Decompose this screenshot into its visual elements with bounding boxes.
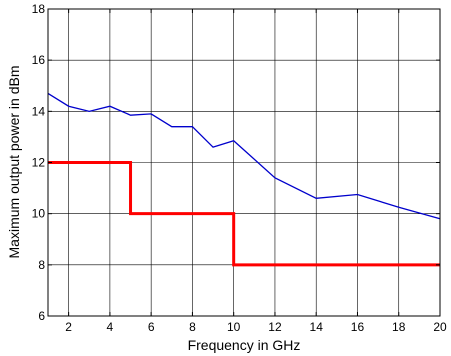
x-tick-label: 2 bbox=[65, 320, 72, 334]
x-tick-label: 10 bbox=[227, 320, 241, 334]
x-tick-label: 16 bbox=[351, 320, 365, 334]
y-tick-label: 6 bbox=[38, 309, 45, 323]
series-layer bbox=[47, 92, 441, 267]
x-tick-label: 8 bbox=[189, 320, 196, 334]
y-tick-label: 10 bbox=[32, 207, 46, 221]
y-tick-label: 12 bbox=[32, 156, 46, 170]
y-tick-label: 8 bbox=[38, 258, 45, 272]
y-axis-label: Maximum output power in dBm bbox=[6, 66, 22, 259]
x-tick-label: 6 bbox=[148, 320, 155, 334]
y-tick-label: 14 bbox=[32, 104, 46, 118]
x-axis-label: Frequency in GHz bbox=[188, 337, 301, 353]
x-tick-label: 18 bbox=[392, 320, 406, 334]
step-series-line bbox=[48, 161, 440, 267]
x-tick-label: 14 bbox=[310, 320, 324, 334]
power-series-line bbox=[47, 92, 441, 220]
y-tick-label: 16 bbox=[32, 53, 46, 67]
x-tick-label: 20 bbox=[433, 320, 447, 334]
y-tick-label: 18 bbox=[32, 2, 46, 16]
axis-ticks: 2 4 6 8 10 12 14 16 18 20 6 8 10 12 14 16 18 bbox=[32, 2, 447, 334]
x-tick-label: 12 bbox=[268, 320, 282, 334]
x-tick-label: 4 bbox=[107, 320, 114, 334]
